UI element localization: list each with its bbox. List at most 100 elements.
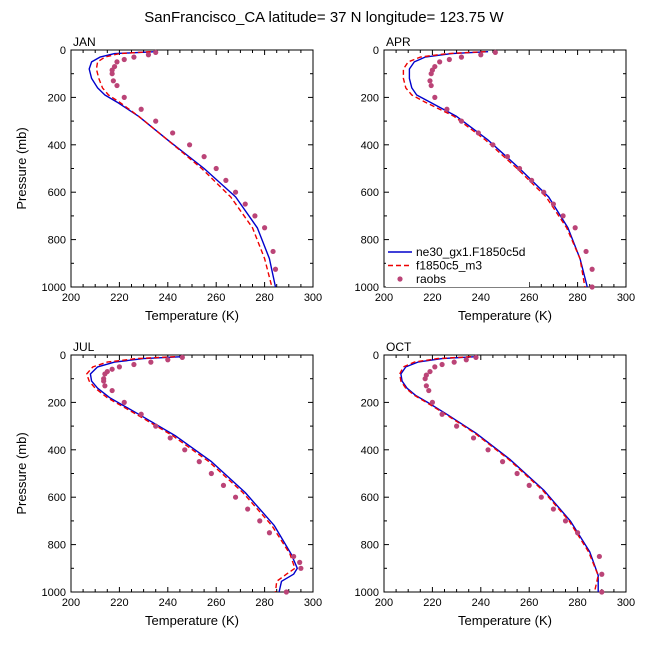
y-tick-label: 400 [361,140,379,152]
raobs-point [550,506,557,512]
raobs-point [114,59,120,65]
x-tick-label: 220 [423,597,441,609]
x-tick-label: 200 [375,292,393,304]
raobs-point [167,435,173,441]
y-tick-label: 800 [48,540,66,552]
x-tick-label: 300 [617,292,635,304]
raobs-point [131,54,137,60]
x-tick-label: 240 [159,292,177,304]
raobs-point [283,589,289,595]
x-tick-label: 280 [568,597,586,609]
y-tick-label: 0 [373,45,379,57]
raobs-point [242,201,248,207]
raobs-point [428,82,434,89]
x-tick-label: 220 [423,292,441,304]
raobs-point [589,266,595,272]
panel-label: JUL [73,340,95,354]
raobs-point [182,447,188,453]
x-tick-label: 220 [110,597,128,609]
raobs-point [541,189,547,195]
y-tick-label: 800 [361,540,379,552]
raobs-point [526,482,532,488]
raobs-point [475,130,481,136]
legend-label: f1850c5_m3 [416,259,482,273]
y-tick-label: 600 [361,187,379,199]
raobs-point [186,142,193,148]
raobs-point [121,56,127,63]
panel-label: APR [386,35,411,49]
raobs-point [492,49,498,55]
x-tick-label: 240 [472,597,490,609]
raobs-point [572,225,578,231]
panel-label: OCT [386,340,412,354]
raobs-point [232,189,239,195]
series-line-f1850c5-m3 [85,356,296,593]
raobs-point [426,387,432,394]
raobs-point [257,518,263,524]
raobs-point [223,177,229,183]
x-tick-label: 240 [159,597,177,609]
raobs-point [262,225,268,231]
y-tick-label: 200 [361,397,379,409]
raobs-point [463,357,469,363]
raobs-point [220,482,227,488]
y-tick-label: 400 [48,140,66,152]
raobs-point [110,78,116,84]
y-tick-label: 400 [361,445,379,457]
y-axis-label: Pressure (mb) [14,432,29,514]
raobs-point [102,383,108,389]
plot-frame [70,354,314,593]
legend-label: ne30_gx1.F1850c5d [416,245,525,259]
x-tick-label: 300 [304,292,322,304]
raobs-point [165,357,171,363]
x-axis-label: Temperature (K) [145,308,239,323]
raobs-point [270,248,276,255]
plot-frame [70,49,314,288]
x-tick-label: 240 [472,292,490,304]
y-tick-label: 1000 [355,282,379,294]
panel-apr: APR 200 220 240 260 280 300 0 200 400 600 800 1000 Te… [355,35,636,323]
x-tick-label: 260 [207,292,225,304]
raobs-point [153,49,159,55]
x-axis-label: Temperature (K) [458,613,552,628]
raobs-point [454,423,460,429]
raobs-point [427,368,433,375]
raobs-point [297,559,303,565]
y-tick-label: 1000 [42,587,66,599]
raobs-point [589,284,595,290]
y-tick-label: 600 [48,187,66,199]
raobs-point [432,364,438,370]
raobs-point [575,530,581,536]
raobs-point [439,411,445,417]
panel-jul: JUL 200 220 240 260 280 300 0 200 400 600 800 1000 Te… [14,340,322,628]
x-axis-label: Temperature (K) [145,613,239,628]
y-tick-label: 600 [48,492,66,504]
x-axis-label: Temperature (K) [458,308,552,323]
y-tick-label: 200 [361,92,379,104]
raobs-point [516,165,523,172]
raobs-point [114,82,120,89]
x-tick-label: 200 [62,597,80,609]
raobs-point [131,361,137,368]
raobs-point [599,589,605,595]
figure-title: SanFrancisco_CA latitude= 37 N longitude… [144,9,504,26]
y-tick-label: 0 [60,350,66,362]
raobs-point [121,399,127,405]
raobs-point [458,54,465,60]
raobs-point [432,94,438,100]
raobs-point [252,213,258,219]
x-tick-label: 200 [375,597,393,609]
raobs-point [109,366,115,372]
series-line-f1850c5-m3 [95,51,273,288]
panels: JAN 200 220 240 260 280 300 0 200 400 600 800 1000 Te… [14,35,635,628]
raobs-point [478,52,484,58]
y-tick-label: 400 [48,445,66,457]
raobs-point [170,130,176,136]
legend-label: raobs [416,272,446,286]
raobs-point [298,565,304,571]
y-tick-label: 0 [60,45,66,57]
raobs-point [428,71,434,77]
raobs-point [444,106,450,112]
